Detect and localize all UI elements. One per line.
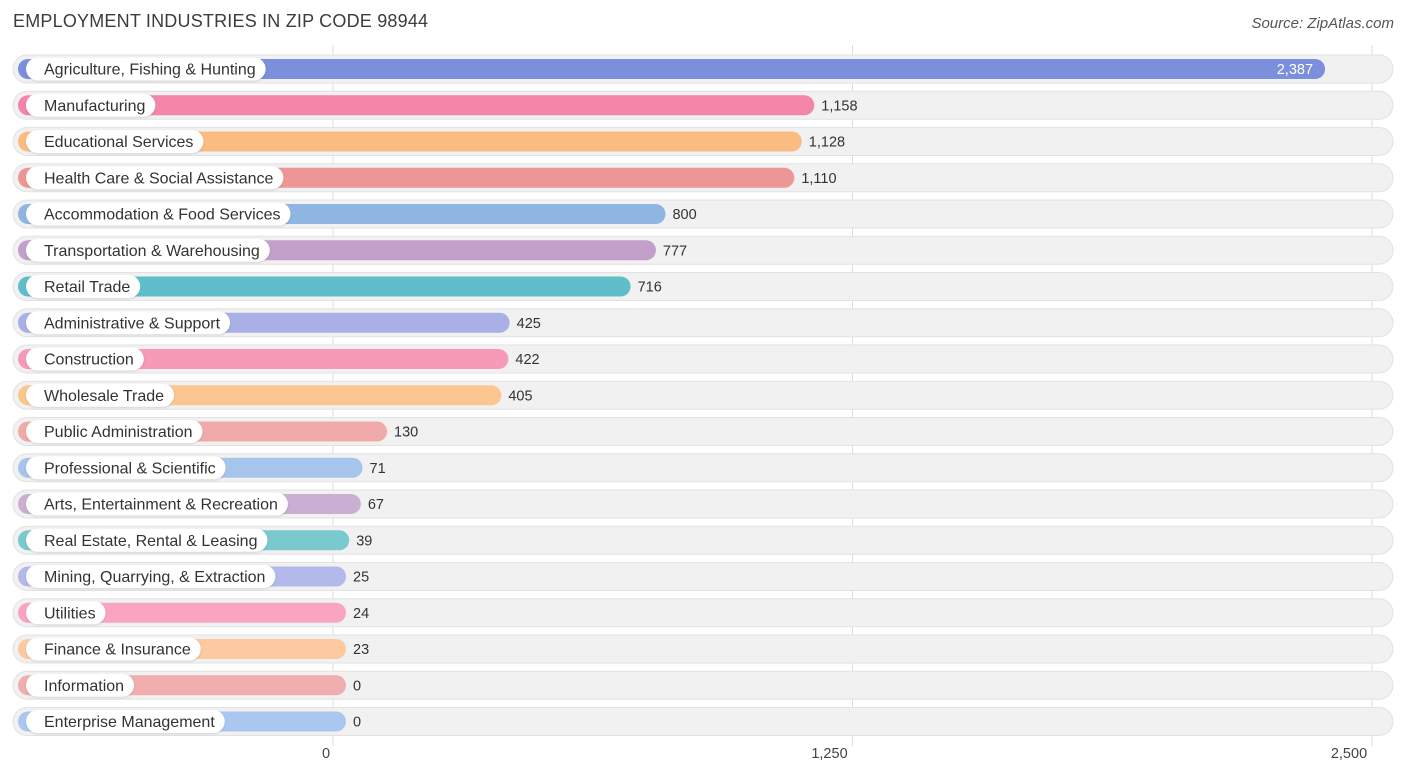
bar (18, 276, 631, 297)
value-label: 425 (517, 316, 541, 332)
bar-row: Agriculture, Fishing & Hunting 2,387 (12, 54, 1394, 84)
value-label: 405 (508, 388, 532, 404)
bar-row: Transportation & Warehousing 777 (12, 235, 1394, 265)
bar-row: Administrative & Support 425 (12, 308, 1394, 338)
category-label-pill (26, 130, 204, 153)
category-label: Accommodation & Food Services (44, 207, 281, 224)
value-label: 422 (515, 352, 539, 368)
category-label: Transportation & Warehousing (44, 243, 260, 260)
bar-track (12, 489, 1394, 519)
category-label: Wholesale Trade (44, 388, 164, 405)
bar-row: Utilities 24 (12, 598, 1394, 628)
value-label: 716 (638, 280, 662, 296)
category-label-pill (26, 637, 201, 661)
value-label: 23 (353, 642, 369, 658)
bar-track (12, 707, 1394, 736)
category-label: Professional & Scientific (44, 460, 216, 477)
value-label: 130 (394, 425, 418, 441)
value-label: 1,110 (801, 171, 836, 187)
bar-track (12, 670, 1394, 700)
category-label: Retail Trade (44, 279, 130, 296)
value-label: 71 (370, 461, 386, 477)
category-label: Real Estate, Rental & Leasing (44, 533, 257, 550)
bar-track (12, 634, 1394, 664)
category-label-pill (26, 673, 135, 697)
value-label: 39 (356, 533, 372, 549)
category-label-pill (26, 492, 288, 516)
category-label: Administrative & Support (44, 315, 221, 332)
value-label: 800 (672, 207, 696, 223)
bar-row: Mining, Quarrying, & Extraction 25 (12, 562, 1394, 591)
category-label-pill (26, 311, 231, 335)
value-label: 24 (353, 606, 369, 622)
bar-row: Health Care & Social Assistance 1,110 (12, 163, 1394, 193)
category-label: Construction (44, 352, 134, 369)
category-label-pill (26, 420, 203, 443)
value-label: 1,128 (809, 135, 845, 151)
category-label: Arts, Entertainment & Recreation (44, 497, 278, 514)
category-label-pill (26, 601, 106, 625)
bar-track (12, 562, 1394, 591)
category-label-pill (26, 275, 141, 298)
bar-row: Information 0 (12, 670, 1394, 700)
category-label: Mining, Quarrying, & Extraction (44, 569, 265, 586)
bar-track (12, 598, 1394, 628)
category-label-pill (26, 202, 291, 226)
category-label-pill (26, 238, 270, 262)
source-label: Source: ZipAtlas.com (1251, 15, 1394, 32)
bar-row: Educational Services 1,128 (12, 127, 1394, 156)
category-label-pill (26, 166, 284, 190)
bar (18, 59, 1326, 79)
bar-row: Finance & Insurance 23 (12, 634, 1394, 664)
category-label-pill (26, 383, 175, 407)
bar-row: Manufacturing 1,158 (12, 90, 1394, 120)
category-label: Enterprise Management (44, 714, 215, 731)
category-label: Utilities (44, 605, 96, 622)
tick-label: 1,250 (811, 746, 847, 762)
tick-label: 2,500 (1331, 746, 1367, 762)
category-label: Manufacturing (44, 98, 145, 115)
category-label: Finance & Insurance (44, 642, 191, 659)
bar-row: Arts, Entertainment & Recreation 67 (12, 489, 1394, 519)
value-label: 0 (353, 678, 361, 694)
bar-row: Accommodation & Food Services 800 (12, 199, 1394, 229)
bar-row: Retail Trade 716 (12, 272, 1394, 301)
category-label-pill (26, 93, 156, 117)
value-label: 1,158 (821, 98, 857, 114)
x-axis-ticks: 0 1,250 2,500 (322, 746, 1367, 762)
category-label: Health Care & Social Assistance (44, 170, 274, 187)
category-label-pill (26, 456, 226, 480)
category-label-pill (26, 347, 144, 371)
category-label: Educational Services (44, 134, 193, 151)
category-label-pill (26, 565, 276, 588)
bar-row: Wholesale Trade 405 (12, 380, 1394, 410)
tick-label: 0 (322, 746, 330, 762)
category-label: Information (44, 678, 124, 695)
bar-track (12, 525, 1394, 555)
bar (18, 95, 815, 116)
bar-row: Real Estate, Rental & Leasing 39 (12, 525, 1394, 555)
bar-row: Construction 422 (12, 344, 1394, 374)
bar-row: Professional & Scientific 71 (12, 453, 1394, 483)
value-label: 2,387 (1277, 62, 1313, 78)
bar-row: Public Administration 130 (12, 417, 1394, 446)
bar (18, 131, 802, 152)
value-label: 777 (663, 243, 687, 259)
category-label-pill (26, 528, 268, 552)
category-label-pill (26, 710, 225, 733)
bar-row: Enterprise Management 0 (12, 707, 1394, 736)
category-label: Public Administration (44, 424, 193, 441)
value-label: 67 (368, 497, 384, 513)
chart-title: EMPLOYMENT INDUSTRIES IN ZIP CODE 98944 (13, 11, 429, 31)
value-label: 0 (353, 715, 361, 731)
value-label: 25 (353, 570, 369, 586)
category-label: Agriculture, Fishing & Hunting (44, 62, 256, 79)
category-label-pill (26, 57, 266, 81)
